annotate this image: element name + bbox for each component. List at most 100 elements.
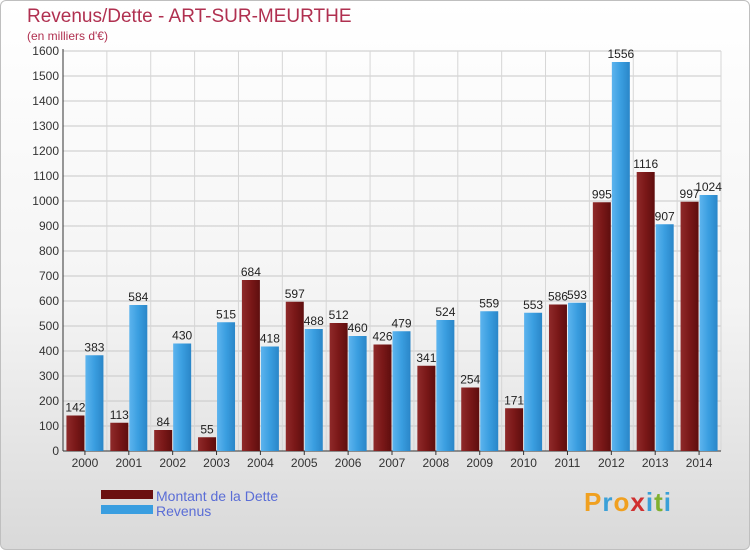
y-tick-label: 400 <box>39 344 59 358</box>
bar-revenus <box>436 320 455 451</box>
data-label-revenus: 383 <box>84 340 104 354</box>
data-label-dette: 997 <box>680 187 700 201</box>
data-labels: 142 383 113 584 84 430 55 515 684 418 597 488 512460… <box>65 47 722 436</box>
data-label-revenus: 524 <box>435 305 455 319</box>
chart-subtitle: (en milliers d'€) <box>27 29 108 43</box>
x-tick-label: 2000 <box>72 456 99 470</box>
bar-dette <box>548 304 567 451</box>
bar-revenus <box>392 331 411 451</box>
data-label-revenus: 584 <box>128 290 148 304</box>
y-tick-label: 0 <box>52 444 59 458</box>
x-tick-label: 2012 <box>598 456 625 470</box>
y-tick-label: 500 <box>39 319 59 333</box>
bar-revenus <box>85 355 104 451</box>
data-label-revenus: 488 <box>304 314 324 328</box>
bar-revenus <box>173 343 192 451</box>
data-label-revenus: 593 <box>567 288 587 302</box>
bar-dette <box>329 323 348 451</box>
legend-label-revenus: Revenus <box>156 503 212 519</box>
bar-revenus <box>304 329 323 451</box>
data-label-revenus: 460 <box>348 321 368 335</box>
bar-revenus <box>524 312 543 451</box>
y-tick-label: 800 <box>39 244 59 258</box>
data-label-dette: 341 <box>416 351 436 365</box>
legend-label-dette: Montant de la Dette <box>156 488 279 504</box>
bar-revenus <box>480 311 499 451</box>
x-tick-label: 2009 <box>466 456 493 470</box>
data-label-revenus: 430 <box>172 329 192 343</box>
legend-swatch-dette <box>101 490 153 499</box>
y-tick-label: 1000 <box>32 194 59 208</box>
y-tick-label: 200 <box>39 394 59 408</box>
data-label-revenus: 418 <box>260 332 280 346</box>
data-label-dette: 142 <box>65 401 85 415</box>
data-label-dette: 597 <box>285 287 305 301</box>
data-label-revenus: 515 <box>216 307 236 321</box>
bar-dette <box>66 415 85 451</box>
data-label-dette: 55 <box>200 422 214 436</box>
bar-dette <box>417 365 436 451</box>
y-tick-label: 300 <box>39 369 59 383</box>
y-tick-label: 1100 <box>33 169 59 183</box>
bar-dette <box>636 172 655 451</box>
data-label-dette: 586 <box>548 290 568 304</box>
grid-lines <box>62 50 722 452</box>
x-tick-label: 2010 <box>510 456 537 470</box>
axes: 0 100 200 300 400 500 600 700 800 900 1000 1100 1200… <box>32 44 721 470</box>
x-tick-label: 2003 <box>203 456 230 470</box>
x-tick-label: 2014 <box>686 456 713 470</box>
bar-dette <box>154 430 173 451</box>
data-label-revenus: 1556 <box>607 47 634 61</box>
data-label-dette: 254 <box>460 373 480 387</box>
data-label-dette: 1116 <box>633 157 658 171</box>
bar-revenus <box>699 195 718 451</box>
bar-dette <box>285 301 304 451</box>
data-label-revenus: 553 <box>523 298 543 312</box>
bar-dette <box>505 408 524 451</box>
proxiti-logo: Proxiti <box>584 487 672 517</box>
x-tick-label: 2011 <box>555 456 581 470</box>
y-tick-label: 600 <box>39 294 59 308</box>
y-tick-label: 700 <box>39 269 59 283</box>
y-tick-label: 1600 <box>32 44 59 58</box>
bar-revenus <box>611 62 630 451</box>
bar-dette <box>241 280 260 451</box>
data-label-revenus: 907 <box>655 209 675 223</box>
data-label-dette: 113 <box>110 408 129 422</box>
data-label-dette: 426 <box>372 330 392 344</box>
y-tick-label: 1400 <box>32 94 59 108</box>
y-tick-label: 900 <box>39 219 59 233</box>
bar-dette <box>461 387 480 451</box>
data-label-revenus: 479 <box>391 316 411 330</box>
bar-dette <box>373 344 392 451</box>
bar-dette <box>198 437 217 451</box>
y-tick-label: 1300 <box>32 119 59 133</box>
y-tick-label: 1200 <box>32 144 59 158</box>
data-label-dette: 995 <box>592 187 612 201</box>
x-tick-label: 2013 <box>642 456 669 470</box>
x-tick-label: 2006 <box>335 456 362 470</box>
data-label-dette: 512 <box>329 308 349 322</box>
x-tick-label: 2001 <box>115 456 142 470</box>
x-tick-label: 2007 <box>379 456 406 470</box>
legend-swatch-revenus <box>101 505 153 514</box>
x-tick-label: 2005 <box>291 456 318 470</box>
data-label-dette: 684 <box>241 265 261 279</box>
bar-dette <box>110 422 129 451</box>
data-label-revenus: 559 <box>479 296 499 310</box>
bar-dette <box>680 201 699 451</box>
data-label-revenus: 1024 <box>695 180 722 194</box>
data-label-dette: 84 <box>156 415 170 429</box>
bar-revenus <box>655 224 674 451</box>
bar-revenus <box>260 346 279 451</box>
bar-revenus <box>217 322 236 451</box>
bars <box>66 62 718 451</box>
y-tick-label: 100 <box>39 419 59 433</box>
bar-revenus <box>129 305 148 451</box>
bar-dette <box>592 202 611 451</box>
chart-title: Revenus/Dette - ART-SUR-MEURTHE <box>27 6 352 27</box>
data-label-dette: 171 <box>504 393 524 407</box>
x-tick-label: 2008 <box>423 456 450 470</box>
